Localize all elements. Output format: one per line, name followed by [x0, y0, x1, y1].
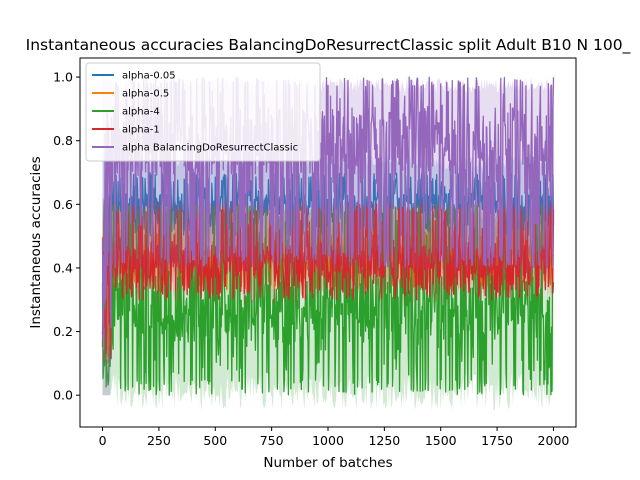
legend-label: alpha-4 — [122, 107, 160, 118]
x-tick-label: 1000 — [312, 433, 344, 448]
chart-title: Instantaneous accuracies BalancingDoResu… — [26, 36, 631, 55]
legend-label: alpha-0.5 — [122, 89, 169, 100]
plot-area — [101, 76, 555, 411]
axes: 0 250 500 750 1000 1250 1500 1750 2000 0.0 0.2 0.4 0… — [53, 57, 577, 448]
y-tick-label: 0.0 — [53, 388, 73, 403]
x-tick-label: 250 — [147, 433, 171, 448]
legend-box — [85, 62, 321, 162]
x-tick-label: 1250 — [368, 433, 400, 448]
x-tick-label: 500 — [203, 433, 227, 448]
series-3-line — [101, 203, 555, 359]
y-axis-label: Instantaneous accuracies — [28, 156, 44, 328]
y-tick-label: 0.8 — [53, 133, 73, 148]
x-tick-label: 2000 — [538, 433, 570, 448]
y-tick-label: 0.6 — [53, 197, 73, 212]
legend: alpha-0.05 alpha-0.5 alpha-4 alpha-1 alpha B… — [85, 62, 321, 162]
x-tick-label: 0 — [99, 433, 107, 448]
legend-label: alpha BalancingDoResurrectClassic — [122, 143, 298, 154]
y-tick-label: 1.0 — [53, 70, 73, 85]
x-tick-label: 1750 — [481, 433, 513, 448]
x-tick-label: 1500 — [425, 433, 457, 448]
x-tick-label: 750 — [260, 433, 284, 448]
y-tick-label: 0.2 — [53, 324, 73, 339]
series-3-group — [101, 198, 555, 364]
legend-label: alpha-0.05 — [122, 71, 176, 82]
x-axis-label: Number of batches — [263, 455, 392, 471]
y-tick-label: 0.4 — [53, 260, 73, 275]
legend-label: alpha-1 — [122, 125, 160, 136]
